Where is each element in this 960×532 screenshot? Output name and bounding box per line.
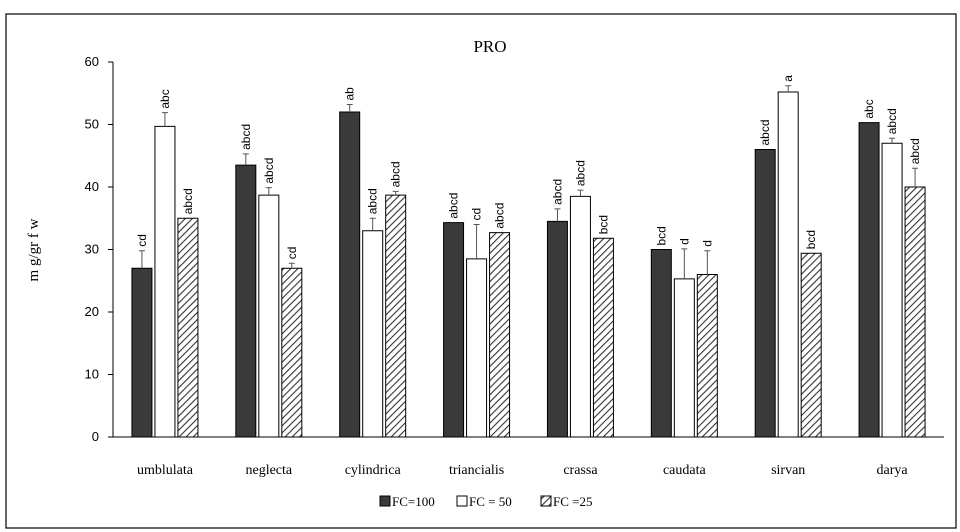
significance-letter: abc (862, 99, 876, 118)
significance-letter: abcd (366, 188, 380, 214)
x-tick-label: caudata (663, 463, 707, 478)
bar (592, 237, 614, 438)
significance-letter: abcd (239, 124, 253, 150)
legend-label: FC=100 (392, 494, 435, 509)
y-axis-label: m g/gr f w (26, 218, 42, 281)
bar (235, 164, 257, 438)
bar (546, 220, 568, 438)
bar (281, 267, 303, 438)
bar (489, 232, 511, 438)
legend-label: FC =25 (553, 494, 592, 509)
significance-letter: abcd (262, 158, 276, 184)
legend-swatch (540, 495, 552, 507)
significance-letter: d (677, 238, 691, 245)
y-tick-label: 0 (92, 429, 99, 444)
bar (777, 91, 799, 438)
bar (673, 278, 695, 438)
y-tick-label: 10 (85, 367, 99, 382)
bar (466, 258, 488, 438)
significance-letter: abcd (181, 188, 195, 214)
y-tick-label: 20 (85, 304, 99, 319)
significance-letter: ab (343, 87, 357, 101)
legend: FC=100 FC = 50 FC =25 (379, 494, 592, 509)
chart-title: PRO (473, 37, 506, 56)
y-tick-label: 40 (85, 179, 99, 194)
legend-swatch (456, 495, 468, 507)
bar (258, 194, 280, 438)
bar (754, 149, 776, 438)
bar (696, 274, 718, 438)
bar (443, 222, 465, 438)
bar (800, 252, 822, 438)
y-tick-label: 60 (85, 54, 99, 69)
x-tick-label: triancialis (449, 463, 504, 478)
significance-letter: abcd (908, 138, 922, 164)
bar (650, 249, 672, 438)
bar (131, 267, 153, 438)
significance-letter: cd (135, 234, 149, 247)
x-tick-label: sirvan (771, 463, 805, 478)
x-tick-label: crassa (563, 463, 598, 478)
x-tick-label: umblulata (137, 463, 194, 478)
bar (385, 194, 407, 438)
significance-letter: bcd (804, 230, 818, 249)
bar (881, 142, 903, 438)
bar (858, 122, 880, 438)
bar (339, 111, 361, 438)
significance-letter: a (781, 75, 795, 82)
significance-letter: cd (285, 247, 299, 260)
legend-label: FC = 50 (469, 494, 512, 509)
x-tick-label: neglecta (245, 463, 292, 478)
significance-letter: abcd (885, 108, 899, 134)
x-tick-label: cylindrica (345, 463, 402, 478)
legend-swatch (379, 495, 391, 507)
bar (904, 186, 926, 438)
significance-letter: d (700, 240, 714, 247)
significance-letter: abcd (550, 179, 564, 205)
significance-letter: abcd (573, 160, 587, 186)
bar (154, 125, 176, 438)
significance-letter: abcd (389, 161, 403, 187)
x-tick-labels: umblulata neglecta cylindrica triancialis cr… (137, 463, 908, 478)
x-tick-label: darya (877, 463, 909, 478)
significance-letter: abc (158, 89, 172, 108)
y-tick-label: 50 (85, 117, 99, 132)
significance-letter: bcd (654, 226, 668, 245)
bar (362, 230, 384, 438)
significance-letter: abcd (758, 119, 772, 145)
y-tick-label: 30 (85, 242, 99, 257)
significance-letter: abcd (447, 193, 461, 219)
bar (569, 195, 591, 438)
significance-letter: cd (470, 208, 484, 221)
significance-letter: abcd (493, 203, 507, 229)
bar (177, 217, 199, 438)
significance-letter: bcd (596, 215, 610, 234)
